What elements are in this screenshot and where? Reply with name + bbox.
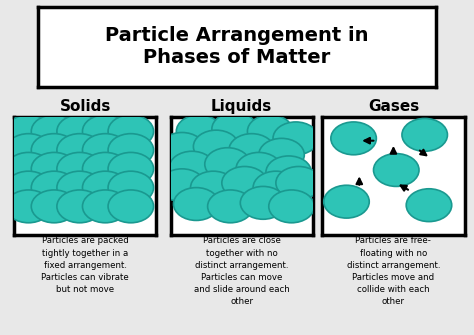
Ellipse shape <box>108 152 154 185</box>
Ellipse shape <box>240 186 286 219</box>
Ellipse shape <box>276 166 321 199</box>
Ellipse shape <box>6 134 51 166</box>
Ellipse shape <box>82 115 128 148</box>
Ellipse shape <box>31 134 77 166</box>
Text: Particles are close
together with no
distinct arrangement.
Particles can move
an: Particles are close together with no dis… <box>194 237 290 306</box>
Ellipse shape <box>82 171 128 204</box>
Ellipse shape <box>108 134 154 166</box>
Ellipse shape <box>82 152 128 185</box>
Text: Gases: Gases <box>368 99 419 114</box>
Ellipse shape <box>57 115 102 148</box>
Ellipse shape <box>31 152 77 185</box>
Ellipse shape <box>222 166 267 199</box>
Ellipse shape <box>212 113 257 145</box>
Ellipse shape <box>31 171 77 204</box>
Ellipse shape <box>57 134 102 166</box>
Ellipse shape <box>402 119 447 151</box>
Ellipse shape <box>159 169 205 202</box>
Ellipse shape <box>273 122 319 155</box>
Ellipse shape <box>374 153 419 186</box>
Text: Particles are packed
tightly together in a
fixed arrangement.
Particles can vibr: Particles are packed tightly together in… <box>41 237 129 294</box>
Ellipse shape <box>229 134 274 166</box>
Ellipse shape <box>406 189 452 222</box>
Ellipse shape <box>193 130 239 163</box>
Ellipse shape <box>6 190 51 223</box>
Ellipse shape <box>266 156 311 189</box>
Ellipse shape <box>236 152 282 185</box>
Ellipse shape <box>6 171 51 204</box>
Ellipse shape <box>331 122 376 155</box>
Ellipse shape <box>173 188 219 220</box>
Ellipse shape <box>208 190 253 223</box>
Ellipse shape <box>57 190 102 223</box>
Ellipse shape <box>6 115 51 148</box>
Ellipse shape <box>108 190 154 223</box>
Ellipse shape <box>82 190 128 223</box>
Text: Liquids: Liquids <box>211 99 273 114</box>
Ellipse shape <box>57 152 102 185</box>
Ellipse shape <box>31 190 77 223</box>
Ellipse shape <box>57 171 102 204</box>
Ellipse shape <box>108 115 154 148</box>
Ellipse shape <box>247 115 293 148</box>
Ellipse shape <box>205 148 250 181</box>
Ellipse shape <box>82 134 128 166</box>
Ellipse shape <box>269 190 314 223</box>
Text: Particles are free-
floating with no
distinct arrangement.
Particles move and
co: Particles are free- floating with no dis… <box>346 237 440 306</box>
Ellipse shape <box>259 138 304 171</box>
Ellipse shape <box>6 152 51 185</box>
Ellipse shape <box>108 171 154 204</box>
Ellipse shape <box>176 115 222 148</box>
Text: Solids: Solids <box>60 99 111 114</box>
Ellipse shape <box>31 115 77 148</box>
Text: Particle Arrangement in
Phases of Matter: Particle Arrangement in Phases of Matter <box>105 26 369 67</box>
Ellipse shape <box>324 185 369 218</box>
Ellipse shape <box>169 151 215 184</box>
Ellipse shape <box>191 171 236 204</box>
Ellipse shape <box>253 171 299 204</box>
Ellipse shape <box>159 133 205 165</box>
